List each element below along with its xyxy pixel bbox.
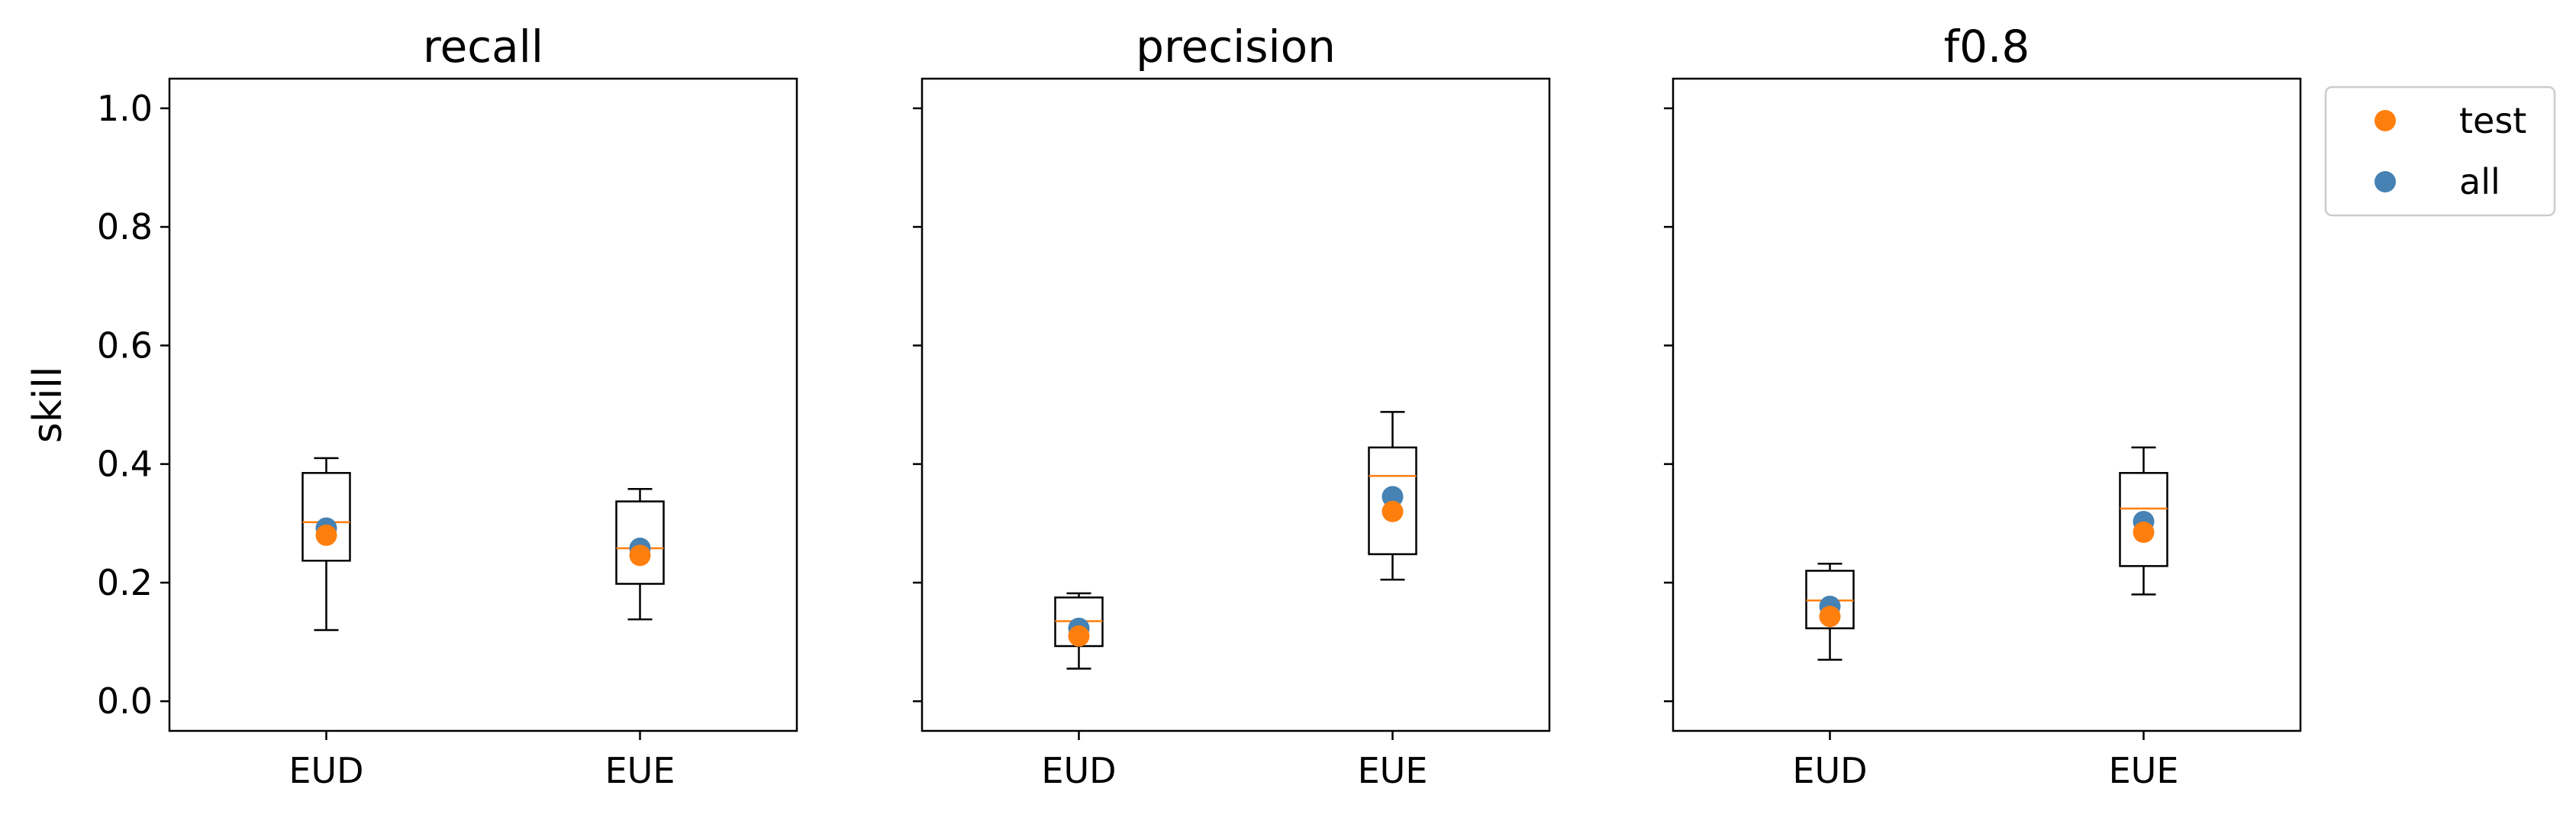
panel-title-2: f0.8 xyxy=(1944,21,2030,73)
xtick-label-2-0: EUD xyxy=(1792,750,1867,791)
legend-label-all: all xyxy=(2459,161,2500,202)
y-axis-label: skill xyxy=(25,367,71,444)
xtick-label-1-0: EUD xyxy=(1041,750,1116,791)
legend-marker-test xyxy=(2374,110,2396,131)
box-0-0 xyxy=(301,472,351,562)
ytick-label-0: 0.0 xyxy=(97,680,153,722)
plot-frame-1 xyxy=(920,77,1551,732)
point-all-1-1 xyxy=(1381,486,1404,508)
point-test-2-1 xyxy=(2133,521,2155,543)
panel-title-0: recall xyxy=(423,21,543,73)
xtick-label-1-1: EUE xyxy=(1358,750,1428,791)
box-0-1 xyxy=(615,500,665,585)
ytick-label-1: 0.2 xyxy=(97,562,153,603)
box-1-1 xyxy=(1368,446,1417,555)
point-test-2-0 xyxy=(1819,606,1841,628)
plot-frame-0 xyxy=(168,77,798,732)
xtick-label-0-0: EUD xyxy=(289,750,363,791)
xtick-label-2-1: EUE xyxy=(2109,750,2179,791)
point-test-0-0 xyxy=(315,524,337,546)
ytick-label-3: 0.6 xyxy=(97,325,153,366)
point-test-1-0 xyxy=(1068,625,1090,647)
point-test-0-1 xyxy=(629,545,651,567)
plot-frame-2 xyxy=(1672,77,2302,732)
point-test-1-1 xyxy=(1381,500,1404,522)
legend-marker-all xyxy=(2374,171,2396,192)
panel-title-1: precision xyxy=(1136,21,1336,73)
box-2-1 xyxy=(2119,472,2168,567)
ytick-label-4: 0.8 xyxy=(97,206,153,247)
xtick-label-0-1: EUE xyxy=(605,750,675,791)
ytick-label-5: 1.0 xyxy=(97,88,153,129)
ytick-label-2: 0.4 xyxy=(97,444,153,485)
legend-label-test: test xyxy=(2459,100,2526,141)
